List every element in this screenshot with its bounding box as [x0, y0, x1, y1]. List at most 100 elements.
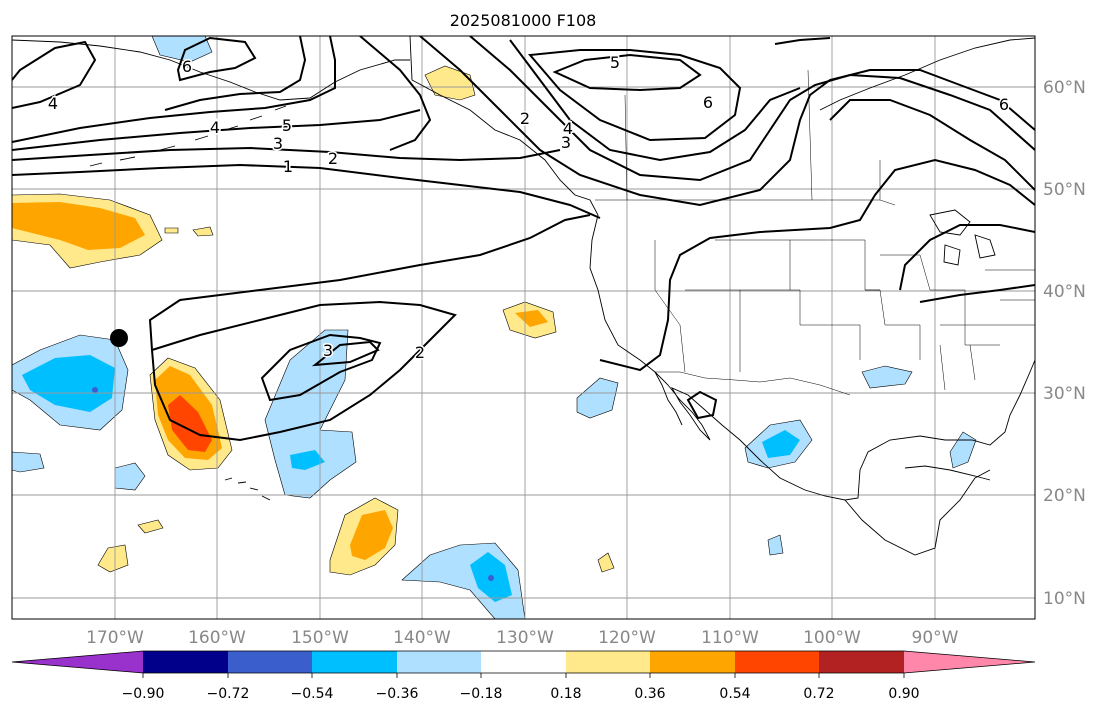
colorbar-ticks: [142, 673, 905, 678]
latitude-labels: 60°N 50°N 40°N 30°N 20°N 10°N: [1043, 78, 1086, 609]
anomaly-negative-region: [290, 450, 325, 470]
contour-label: 4: [210, 118, 220, 137]
contours: [12, 36, 1035, 442]
anomaly-negative-region: [767, 534, 784, 556]
colorbar-segment: [481, 651, 567, 673]
contour-line: [148, 214, 591, 351]
colorbar-tick-labels: −0.90 −0.72 −0.54 −0.36 −0.18 0.18 0.36 …: [122, 686, 920, 702]
lon-label: 100°W: [803, 628, 861, 648]
contour-label: 4: [48, 94, 58, 113]
map-panel: 6 4 5 4 3 2 1 2 3 2 5 6 4 3 6: [11, 35, 1036, 620]
aleutian-islands: [89, 105, 287, 167]
alaska-coastline: [12, 39, 410, 101]
contour-line: [527, 49, 742, 142]
contour-line: [359, 36, 432, 151]
lon-label: 120°W: [598, 628, 656, 648]
colorbar-tick-label: −0.18: [460, 686, 503, 702]
anomaly-negative-region: [12, 451, 45, 473]
contour-label: 3: [273, 134, 283, 153]
contour-line: [176, 36, 257, 82]
north-america-coastline: [409, 36, 1035, 501]
great-lakes: [929, 209, 996, 266]
contour-line: [509, 39, 801, 162]
contour-line: [686, 390, 718, 420]
lat-label: 20°N: [1043, 486, 1086, 506]
contour-label: 5: [282, 116, 292, 135]
colorbar-segment: [735, 651, 820, 673]
yucatan-coastline: [844, 469, 991, 556]
lat-label: 10°N: [1043, 589, 1086, 609]
colorbar-tick-label: 0.72: [803, 686, 834, 702]
lat-label: 30°N: [1043, 384, 1086, 404]
colorbar-tick-label: 0.36: [634, 686, 665, 702]
shaded-anomalies: [12, 36, 977, 619]
contour-line: [12, 40, 97, 109]
contour-line: [829, 99, 1035, 191]
contour-label: 1: [283, 157, 293, 176]
anomaly-negative-region: [22, 355, 115, 412]
anomaly-positive-region: [597, 552, 615, 573]
anomaly-negative-region: [114, 462, 146, 491]
colorbar-extend-min: [12, 651, 143, 673]
anomaly-positive-region: [515, 310, 548, 327]
anomaly-positive-region: [350, 510, 393, 560]
lon-label: 130°W: [496, 628, 554, 648]
contour-line: [150, 300, 457, 442]
political-boundaries: [595, 69, 1035, 396]
longitude-labels: 170°W 160°W 150°W 140°W 130°W 120°W 110°…: [86, 628, 959, 648]
colorbar-tick-label: −0.36: [376, 686, 419, 702]
anomaly-point: [488, 575, 494, 581]
contour-line: [419, 36, 1035, 207]
colorbar-tick-label: 0.90: [888, 686, 919, 702]
contour-line: [774, 37, 831, 45]
contour-line: [552, 53, 702, 92]
contour-label: 2: [415, 343, 425, 362]
figure-title: 2025081000 F108: [450, 11, 597, 30]
contour-line: [12, 109, 421, 151]
contour-label: 6: [703, 93, 713, 112]
colorbar-segment: [143, 651, 229, 673]
lat-label: 40°N: [1043, 282, 1086, 302]
contour-line: [12, 163, 601, 219]
anomaly-positive-region: [192, 226, 214, 237]
lon-label: 110°W: [701, 628, 759, 648]
colorbar-segment: [819, 651, 905, 673]
colorbar-extend-max: [904, 651, 1035, 673]
colorbar-segment: [228, 651, 313, 673]
anomaly-negative-region: [576, 377, 619, 419]
hawaii-islands: [224, 477, 271, 501]
colorbar-tick-label: 0.18: [550, 686, 581, 702]
colorbar-tick-label: −0.72: [207, 686, 250, 702]
anomaly-negative-region: [762, 430, 800, 458]
anomaly-negative-region: [949, 431, 977, 469]
contour-line: [919, 284, 1035, 303]
contour-line: [12, 146, 561, 162]
anomaly-point: [92, 387, 98, 393]
colorbar-segment: [566, 651, 651, 673]
contour-line: [469, 36, 1035, 182]
graticule: [12, 36, 1035, 619]
colorbar-tick-label: 0.54: [719, 686, 750, 702]
contour-label: 2: [328, 149, 338, 168]
contour-label: 6: [999, 95, 1009, 114]
contour-labels: 6 4 5 4 3 2 1 2 3 2 5 6 4 3 6: [46, 52, 1010, 364]
lon-label: 170°W: [86, 628, 144, 648]
contour-label: 3: [323, 341, 333, 360]
lon-label: 90°W: [912, 628, 959, 648]
lat-label: 50°N: [1043, 180, 1086, 200]
contour-line: [12, 36, 336, 143]
anomaly-negative-region: [264, 329, 357, 499]
lon-label: 140°W: [393, 628, 451, 648]
coastlines: [12, 36, 1035, 556]
colorbar-segment: [312, 651, 398, 673]
contour-label: 6: [182, 57, 192, 76]
anomaly-positive-region: [12, 202, 145, 250]
contour-line: [599, 158, 1035, 372]
contour-label: 4: [563, 119, 573, 138]
baja-coastline: [654, 371, 683, 426]
contour-line: [899, 224, 1035, 291]
colorbar-tick-label: −0.90: [122, 686, 165, 702]
anomaly-positive-region: [168, 395, 212, 452]
location-marker: [110, 329, 128, 347]
anomaly-negative-region: [151, 36, 213, 63]
